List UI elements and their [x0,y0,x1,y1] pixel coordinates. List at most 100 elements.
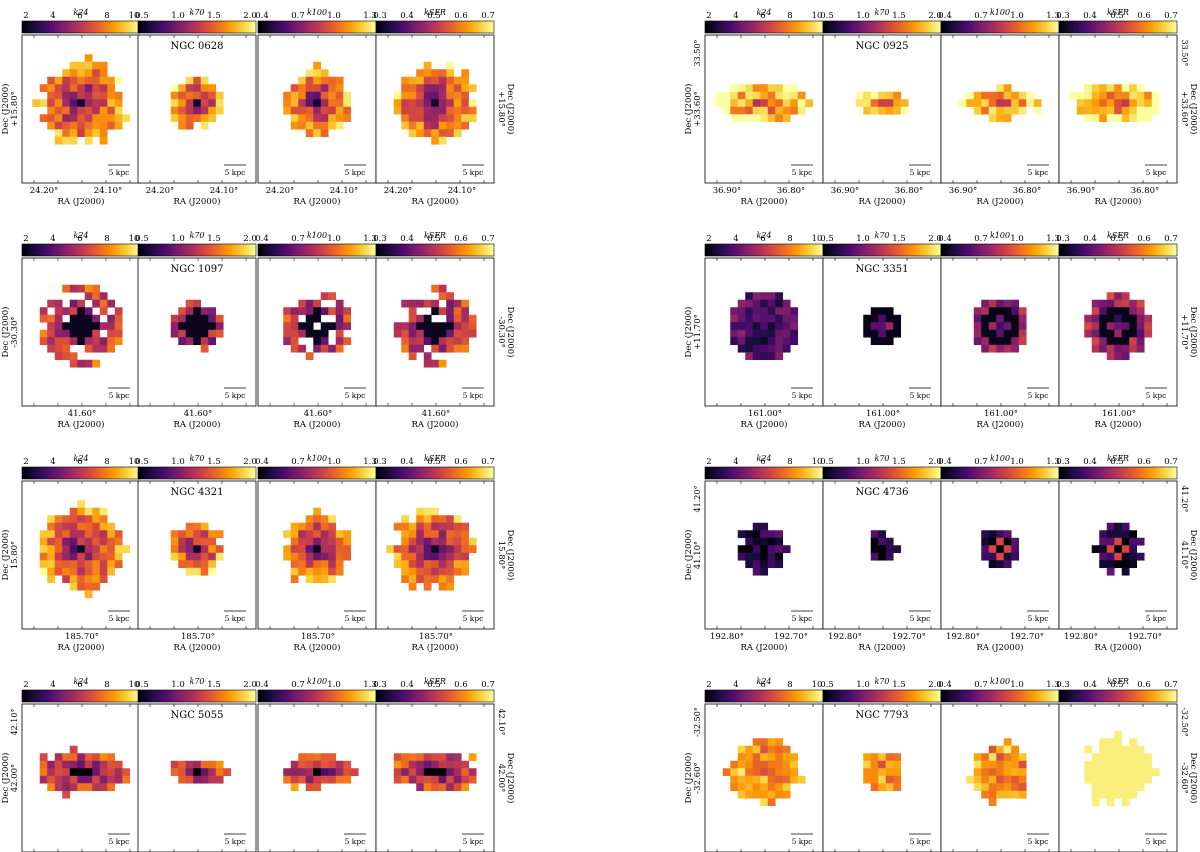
colorbar-tick-label: 0.3 [373,457,387,467]
ra-tick-label: 24.10° [94,186,123,196]
dec-tick-label: 15.80° [496,541,506,570]
galaxy-name: NGC 3351 [855,264,908,275]
ra-tick-label: 36.80° [777,186,806,196]
galaxy-pixel-map [715,84,814,123]
colorbar-tick-label: 2.0 [928,680,942,690]
ra-tick-label: 185.70° [65,632,99,642]
colorbar-tick-label: 2 [706,457,711,467]
colorbar-tick-label: 6 [77,680,82,690]
colorbar-tick-label: 0.4 [400,457,414,467]
colorbar-tick-label: 1.3 [363,457,377,467]
colorbar-label: k100 [307,8,327,17]
colorbar-k24 [704,243,824,257]
colorbar-label: k70 [189,677,204,686]
colorbar-tick-label: 0.4 [938,457,952,467]
galaxy-pixel-map [973,299,1027,353]
colorbar-tick-label: 0.7 [291,234,305,244]
ra-tick-label: 192.80° [710,632,744,642]
colorbar-k100 [257,20,377,34]
colorbar-tick-label: 0.4 [255,680,269,690]
colorbar-tick-label: 0.7 [974,457,988,467]
scale-bar-label: 5 kpc [1028,837,1049,846]
dec-tick-label: -30.30° [10,316,20,347]
ra-tick-label: 41.60° [68,409,97,419]
colorbar-k100 [940,243,1060,257]
colorbar-tick-label: 1.0 [856,234,870,244]
colorbar-k70 [822,466,942,480]
scale-bar-label: 5 kpc [910,391,931,400]
dec-tick-label: 15.80° [10,541,20,570]
colorbar-tick-label: 0.5 [427,234,441,244]
colorbar-tick-label: 0.5 [1110,234,1124,244]
colorbar-tick-label: 1.3 [1046,457,1060,467]
colorbar-kSFR [375,243,495,257]
ra-tick-label: 192.70° [892,632,926,642]
galaxy-pixel-map [283,507,352,584]
galaxy-pixel-map [1091,522,1145,576]
colorbar-kSFR [1058,20,1178,34]
colorbar-tick-label: 0.4 [1083,11,1097,21]
colorbar-tick-label: 10 [812,11,823,21]
colorbar-tick-label: 1.0 [171,234,185,244]
galaxy-pixel-map [863,753,902,792]
colorbar-tick-label: 4 [50,11,55,21]
galaxy-pixel-map [170,76,224,130]
ra-axis-label: RA (J2000) [294,196,341,207]
colorbar-tick-label: 2 [706,11,711,21]
colorbar-tick-label: 0.5 [820,11,834,21]
colorbar-label: k24 [756,454,771,463]
galaxy-pixel-map [386,507,477,591]
colorbar-tick-label: 0.7 [481,457,495,467]
colorbar-tick-label: 0.5 [1110,11,1124,21]
ra-axis-label: RA (J2000) [58,196,105,207]
colorbar-tick-label: 0.6 [454,680,468,690]
colorbar-tick-label: 6 [77,234,82,244]
colorbar-kSFR [1058,243,1178,257]
colorbar-tick-label: 10 [129,234,140,244]
colorbar-tick-label: 0.5 [427,11,441,21]
dec-tick-label: 42.00° [496,764,506,793]
colorbar-tick-label: 1.0 [327,234,341,244]
colorbar-tick-label: 8 [104,11,109,21]
ra-axis-label: RA (J2000) [859,642,906,653]
galaxy-pixel-map [170,522,224,576]
colorbar-tick-label: 6 [760,11,765,21]
ra-tick-label: 185.70° [301,632,335,642]
scale-bar-label: 5 kpc [792,614,813,623]
galaxy-name: NGC 5055 [170,710,223,721]
colorbar-tick-label: 0.6 [454,457,468,467]
dec-tick-label: -32.50° [693,707,702,737]
dec-tick-label: +11.70° [693,314,703,350]
colorbar-k24 [704,466,824,480]
colorbar-k24 [21,466,141,480]
galaxy-name: NGC 0925 [855,41,908,52]
colorbar-label: k100 [990,8,1010,17]
dec-tick-label: +11.70° [1179,314,1189,350]
colorbar-tick-label: 1.5 [892,457,906,467]
colorbar-tick-label: 0.7 [974,680,988,690]
colorbar-tick-label: 0.7 [974,11,988,21]
scale-bar-label: 5 kpc [463,168,484,177]
colorbar-tick-label: 0.6 [454,234,468,244]
colorbar-tick-label: 6 [77,457,82,467]
colorbar-tick-label: 0.7 [291,11,305,21]
colorbar-label: k70 [189,454,204,463]
ra-axis-label: RA (J2000) [58,419,105,430]
colorbar-tick-label: 1.3 [363,11,377,21]
colorbar-label: k24 [756,8,771,17]
ra-axis-label: RA (J2000) [977,419,1024,430]
scale-bar-label: 5 kpc [345,391,366,400]
colorbar-tick-label: 0.5 [135,680,149,690]
colorbar-tick-label: 1.3 [363,680,377,690]
ra-axis-label: RA (J2000) [174,419,221,430]
colorbar-tick-label: 2 [23,11,28,21]
colorbar-label: k70 [874,454,889,463]
colorbar-k24 [21,689,141,703]
colorbar-tick-label: 1.5 [892,680,906,690]
galaxy-pixel-map [170,299,224,353]
colorbar-tick-label: 0.4 [938,680,952,690]
ra-axis-label: RA (J2000) [174,642,221,653]
